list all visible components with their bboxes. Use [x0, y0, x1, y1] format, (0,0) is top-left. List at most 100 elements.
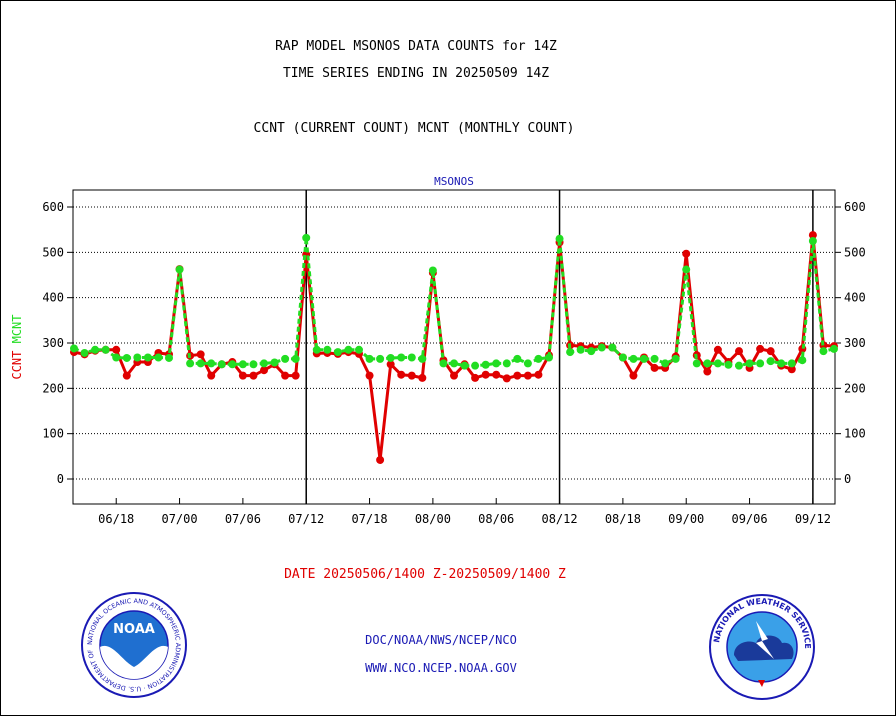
data-point-ccnt	[713, 345, 722, 354]
data-point-mcnt	[397, 353, 406, 362]
data-point-mcnt	[545, 353, 553, 362]
data-point-mcnt	[249, 360, 258, 369]
data-point-mcnt	[302, 233, 311, 242]
data-point-ccnt	[481, 370, 490, 379]
data-point-mcnt	[682, 265, 691, 274]
data-point-mcnt	[787, 359, 796, 368]
data-point-mcnt	[217, 360, 226, 369]
footer-link-website[interactable]: WWW.NCO.NCEP.NOAA.GOV	[365, 661, 517, 675]
data-point-ccnt	[523, 371, 532, 380]
footer-link-doc[interactable]: DOC/NOAA/NWS/NCEP/NCO	[365, 633, 517, 647]
y-tick-label-right: 400	[844, 291, 866, 305]
data-point-ccnt	[682, 249, 691, 258]
data-point-mcnt	[756, 359, 765, 368]
data-point-mcnt	[91, 345, 100, 354]
data-point-ccnt	[808, 231, 817, 240]
data-point-mcnt	[502, 359, 511, 368]
y-tick-label-right: 300	[844, 336, 866, 350]
date-range: DATE 20250506/1400 Z-20250509/1400 Z	[284, 567, 566, 582]
data-point-ccnt	[112, 345, 121, 354]
data-point-ccnt	[766, 347, 775, 356]
data-point-mcnt	[576, 345, 585, 354]
data-point-mcnt	[703, 359, 712, 368]
data-point-mcnt	[798, 356, 807, 365]
data-point-mcnt	[175, 265, 184, 274]
data-point-mcnt	[830, 344, 838, 353]
nws-logo-icon: NATIONAL WEATHER SERVICE	[709, 594, 815, 700]
data-point-mcnt	[281, 354, 290, 363]
data-point-ccnt	[365, 371, 374, 380]
data-point-mcnt	[587, 347, 596, 356]
data-point-mcnt	[629, 354, 638, 363]
data-point-mcnt	[312, 345, 321, 354]
data-point-ccnt	[703, 367, 712, 376]
data-point-mcnt	[376, 354, 385, 363]
data-point-mcnt	[428, 266, 437, 275]
data-point-mcnt	[70, 344, 78, 353]
data-point-ccnt	[534, 370, 543, 379]
title-line-2: TIME SERIES ENDING IN 20250509 14Z	[282, 66, 550, 81]
data-point-ccnt	[260, 366, 268, 375]
x-tick-label: 09/12	[795, 512, 831, 526]
data-point-ccnt	[196, 350, 205, 359]
x-tick-label: 08/12	[541, 512, 577, 526]
data-point-mcnt	[260, 359, 268, 368]
data-point-mcnt	[692, 359, 701, 368]
data-point-mcnt	[450, 359, 458, 368]
data-point-ccnt	[471, 373, 480, 382]
data-point-mcnt	[640, 354, 648, 363]
x-tick-label: 07/06	[225, 512, 261, 526]
title-line-1: RAP MODEL MSONOS DATA COUNTS for 14Z	[275, 39, 557, 54]
y-axis-label: CCNT MCNT	[10, 314, 24, 379]
y-tick-label-right: 600	[844, 200, 866, 214]
noaa-center-text: NOAA	[113, 622, 155, 637]
data-point-mcnt	[460, 361, 469, 370]
y-axis-label-mcnt: MCNT	[10, 314, 24, 343]
data-point-mcnt	[534, 354, 543, 363]
data-point-ccnt	[207, 371, 216, 380]
y-tick-label-left: 200	[42, 381, 64, 395]
data-point-mcnt	[101, 345, 110, 354]
data-point-ccnt	[450, 371, 458, 380]
x-tick-label: 08/18	[605, 512, 641, 526]
data-point-ccnt	[787, 365, 796, 374]
x-tick-label: 09/00	[668, 512, 704, 526]
y-tick-label-left: 300	[42, 336, 64, 350]
data-point-ccnt	[397, 370, 406, 379]
data-point-mcnt	[492, 359, 501, 368]
data-point-mcnt	[713, 359, 722, 368]
data-point-ccnt	[492, 370, 501, 379]
data-point-ccnt	[629, 371, 638, 380]
data-point-mcnt	[819, 347, 828, 356]
data-point-mcnt	[291, 354, 300, 363]
data-point-ccnt	[386, 360, 395, 369]
data-point-mcnt	[608, 343, 617, 352]
data-point-mcnt	[333, 348, 342, 357]
data-point-mcnt	[513, 354, 522, 363]
data-point-mcnt	[196, 359, 205, 368]
y-tick-label-right: 500	[844, 245, 866, 259]
data-point-ccnt	[735, 347, 743, 356]
data-point-mcnt	[238, 360, 247, 369]
y-axis-label-ccnt: CCNT	[10, 343, 24, 379]
data-point-mcnt	[439, 359, 448, 368]
data-point-mcnt	[481, 360, 490, 369]
data-point-mcnt	[566, 348, 575, 357]
data-point-mcnt	[154, 353, 163, 362]
data-point-mcnt	[777, 359, 786, 368]
y-tick-label-left: 400	[42, 291, 64, 305]
y-tick-label-right: 0	[844, 472, 851, 486]
data-point-mcnt	[523, 359, 532, 368]
noaa-logo-icon: NATIONAL OCEANIC AND ATMOSPHERIC ADMINIS…	[80, 591, 187, 698]
x-tick-label: 06/18	[98, 512, 134, 526]
data-point-ccnt	[650, 363, 659, 372]
subtitle: CCNT (CURRENT COUNT) MCNT (MONTHLY COUNT…	[253, 121, 575, 136]
data-point-ccnt	[376, 455, 385, 464]
data-point-ccnt	[418, 373, 427, 382]
x-tick-label: 07/18	[351, 512, 387, 526]
data-point-mcnt	[80, 348, 89, 357]
y-tick-label-left: 600	[42, 200, 64, 214]
data-point-mcnt	[745, 359, 754, 368]
